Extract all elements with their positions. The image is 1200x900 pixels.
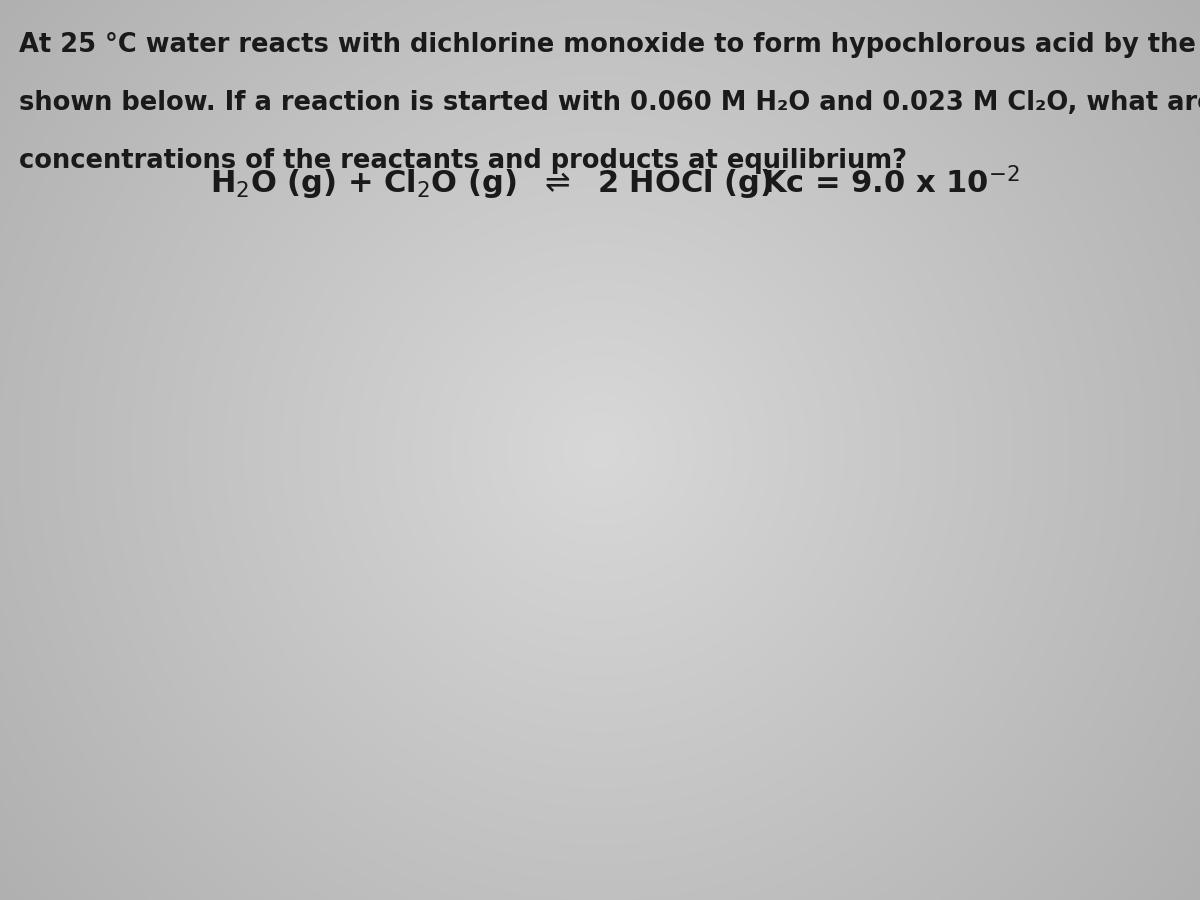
Text: H$_2$O (g) + Cl$_2$O (g)  $\rightleftharpoons$  2 HOCl (g): H$_2$O (g) + Cl$_2$O (g) $\rightleftharp… <box>210 166 773 200</box>
Text: shown below. If a reaction is started with 0.060 M H₂O and 0.023 M Cl₂O, what ar: shown below. If a reaction is started wi… <box>19 90 1200 116</box>
Text: concentrations of the reactants and products at equilibrium?: concentrations of the reactants and prod… <box>19 148 907 175</box>
Text: Kc = 9.0 x 10$^{-2}$: Kc = 9.0 x 10$^{-2}$ <box>762 166 1020 199</box>
Text: At 25 °C water reacts with dichlorine monoxide to form hypochlorous acid by the : At 25 °C water reacts with dichlorine mo… <box>19 32 1200 58</box>
